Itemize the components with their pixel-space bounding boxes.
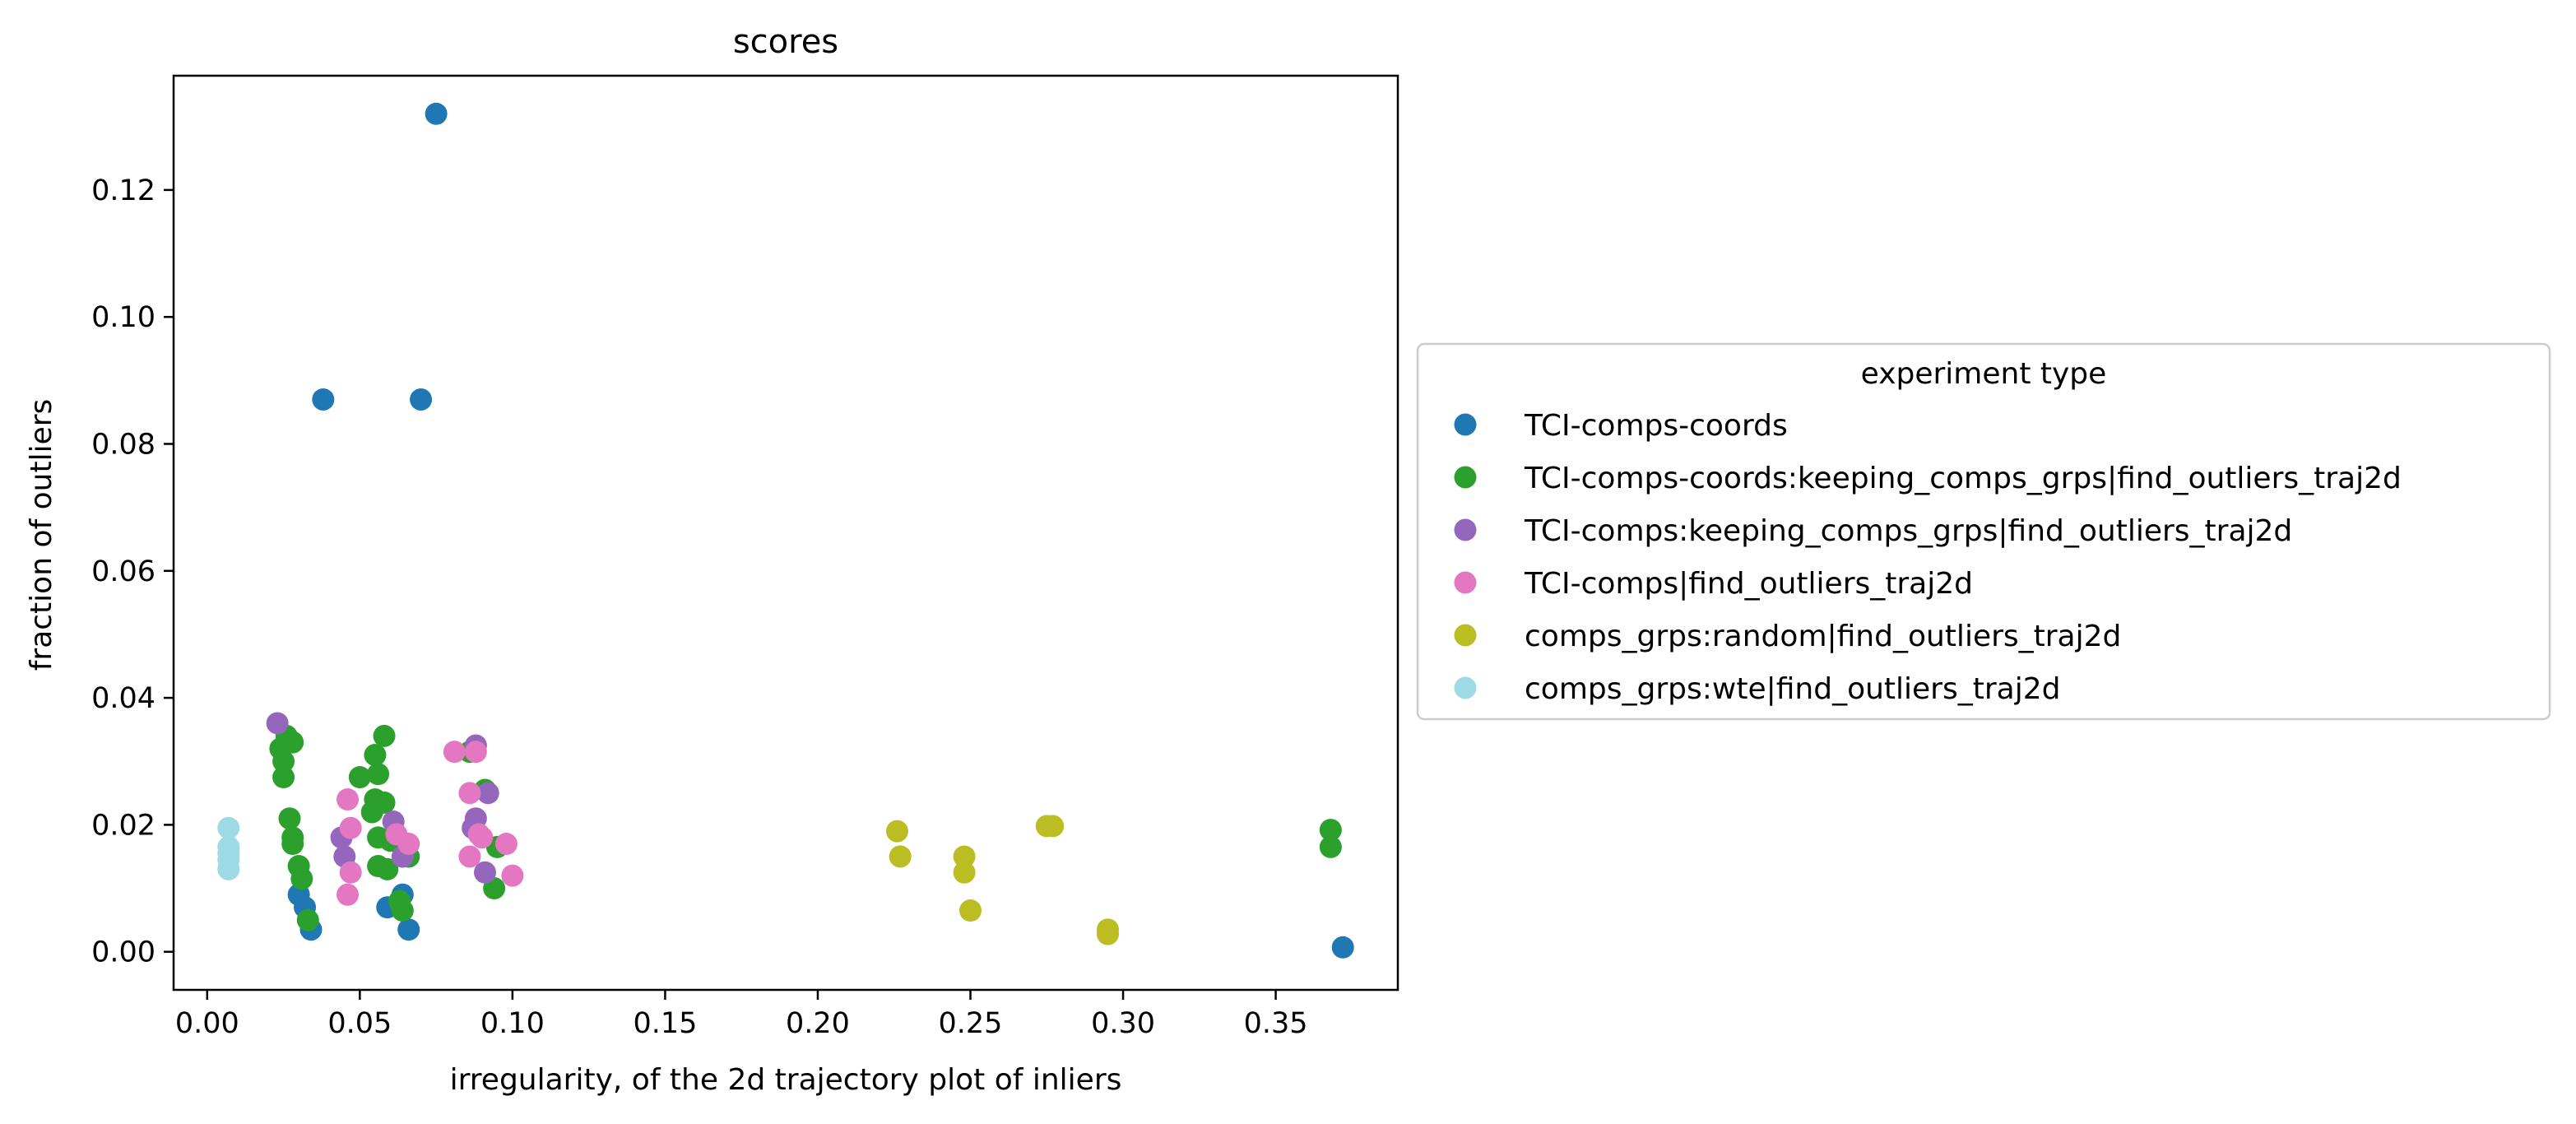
data-point	[1319, 819, 1342, 842]
data-point	[443, 741, 466, 764]
legend-items: TCI-comps-coords TCI-comps-coords:keeping…	[1454, 409, 2402, 706]
y-tick-label: 0.12	[91, 174, 155, 207]
data-point	[272, 750, 295, 773]
data-point	[217, 816, 240, 839]
x-tick-label: 0.05	[327, 1007, 392, 1040]
y-tick-label: 0.06	[91, 555, 155, 588]
legend-label: TCI-comps:keeping_comps_grps|find_outlie…	[1524, 514, 2292, 548]
data-point	[337, 883, 360, 906]
x-tick-label: 0.10	[480, 1007, 545, 1040]
data-point	[266, 712, 289, 735]
x-axis-ticks: 0.00 0.05 0.10 0.15 0.20 0.25 0.30 0.35	[175, 990, 1308, 1040]
data-point	[889, 845, 912, 868]
data-point	[272, 766, 295, 789]
data-point	[360, 801, 383, 824]
data-point	[1042, 815, 1065, 838]
legend-title: experiment type	[1861, 357, 2107, 391]
legend-label: TCI-comps|find_outliers_traj2d	[1524, 567, 1973, 601]
data-point	[410, 388, 433, 411]
legend-label: comps_grps:wte|find_outliers_traj2d	[1525, 672, 2060, 706]
data-point	[391, 899, 414, 922]
y-tick-label: 0.08	[91, 428, 155, 461]
data-point	[1331, 936, 1354, 959]
legend: experiment type TCI-comps-coordsTCI-comp…	[1416, 342, 2551, 721]
legend-label: TCI-comps-coords	[1524, 409, 1788, 443]
data-point	[458, 782, 481, 805]
x-tick-label: 0.35	[1244, 1007, 1308, 1040]
y-tick-label: 0.04	[91, 682, 155, 715]
data-point	[296, 908, 319, 931]
data-point	[501, 864, 524, 887]
y-axis-label: fraction of outliers	[25, 399, 58, 671]
data-point	[476, 782, 499, 805]
data-point	[278, 807, 301, 830]
data-point	[281, 731, 304, 754]
legend-marker	[1454, 676, 1477, 699]
data-point	[1096, 922, 1119, 945]
data-point	[312, 388, 335, 411]
y-tick-label: 0.02	[91, 809, 155, 842]
x-tick-label: 0.00	[175, 1007, 239, 1040]
y-axis-ticks: 0.00 0.02 0.04 0.06 0.08 0.10 0.12	[91, 174, 174, 969]
data-point	[953, 861, 976, 884]
data-point	[494, 833, 518, 856]
data-point	[217, 857, 240, 880]
y-tick-label: 0.10	[91, 301, 155, 334]
legend-marker	[1454, 518, 1477, 541]
data-point	[290, 867, 313, 890]
legend-marker	[1454, 413, 1477, 436]
legend-marker	[1454, 624, 1477, 647]
data-point	[373, 724, 396, 747]
plot-points	[217, 102, 1354, 959]
legend-label: TCI-comps-coords:keeping_comps_grps|find…	[1524, 462, 2402, 495]
legend-marker	[1454, 466, 1477, 489]
data-point	[1319, 835, 1342, 858]
data-point	[339, 816, 362, 839]
data-point	[397, 918, 420, 941]
data-point	[281, 833, 304, 856]
data-point	[376, 857, 399, 880]
data-point	[425, 102, 448, 125]
legend-label: comps_grps:random|find_outliers_traj2d	[1525, 620, 2121, 653]
data-point	[467, 823, 490, 846]
data-point	[958, 899, 982, 922]
data-point	[367, 763, 390, 786]
data-point	[458, 845, 481, 868]
data-point	[364, 744, 387, 767]
x-tick-label: 0.25	[939, 1007, 1003, 1040]
data-point	[348, 766, 371, 789]
x-tick-label: 0.15	[633, 1007, 697, 1040]
data-point	[885, 820, 908, 843]
data-point	[337, 788, 360, 811]
data-point	[397, 833, 420, 856]
legend-marker	[1454, 571, 1477, 594]
x-tick-label: 0.20	[786, 1007, 850, 1040]
data-point	[953, 845, 976, 868]
chart-title: scores	[733, 23, 838, 61]
x-axis-label: irregularity, of the 2d trajectory plot …	[450, 1063, 1122, 1097]
legend-box	[1416, 342, 2551, 721]
x-tick-label: 0.30	[1091, 1007, 1155, 1040]
data-point	[339, 861, 362, 884]
data-point	[473, 861, 496, 884]
data-point	[464, 741, 487, 764]
plot-area-frame	[172, 74, 1399, 992]
y-tick-label: 0.00	[91, 936, 155, 969]
